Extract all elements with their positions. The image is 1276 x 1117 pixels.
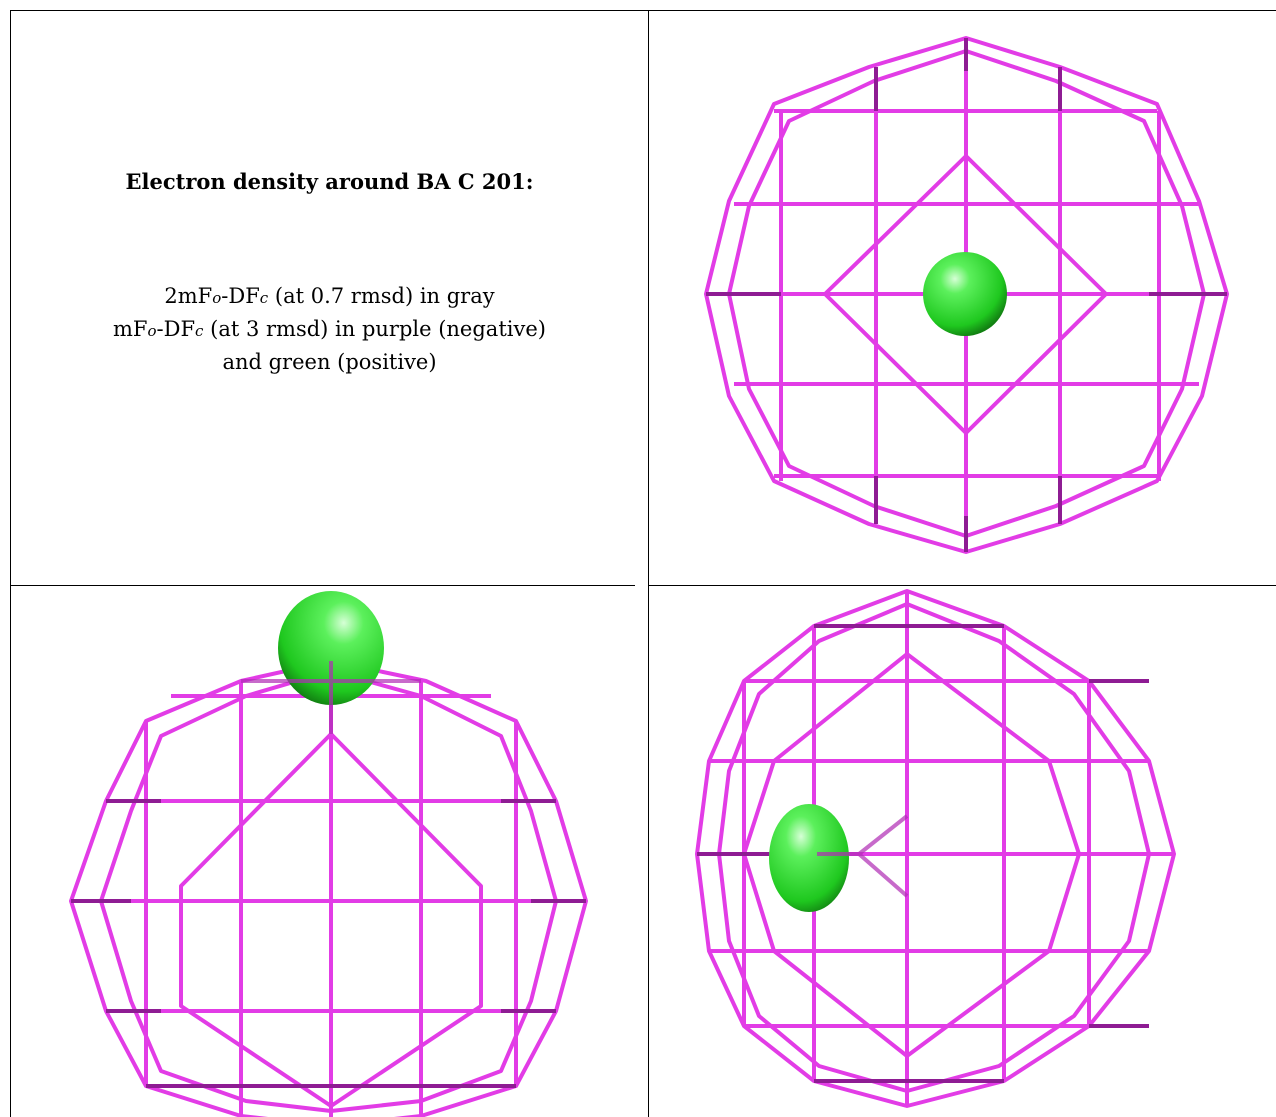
caption-line-3: and green (positive) bbox=[222, 350, 437, 374]
atom-sphere-front bbox=[769, 804, 849, 912]
caption-description: 2mFo-DFc (at 0.7 rmsd) in gray mFo-DFc (… bbox=[11, 281, 648, 378]
table-divider-horizontal-right bbox=[649, 585, 1276, 586]
caption-line-1: 2mFo-DFc (at 0.7 rmsd) in gray bbox=[164, 284, 495, 308]
atom-sphere-top bbox=[923, 252, 1007, 336]
density-view-top bbox=[649, 11, 1276, 585]
caption-line-2: mFo-DFc (at 3 rmsd) in purple (negative) bbox=[113, 317, 546, 341]
density-view-side bbox=[11, 586, 648, 1117]
density-mesh-side bbox=[69, 591, 588, 1117]
density-mesh-front bbox=[695, 589, 1176, 1108]
density-mesh-top bbox=[704, 36, 1229, 554]
table-border-left bbox=[10, 10, 11, 1117]
caption-heading: Electron density around BA C 201: bbox=[125, 169, 534, 194]
density-view-front bbox=[649, 586, 1276, 1117]
table-divider-vertical bbox=[648, 10, 649, 1117]
table-border-top bbox=[10, 10, 1276, 11]
figure-table: Electron density around BA C 201: 2mFo-D… bbox=[10, 10, 1276, 1117]
atom-sphere-side bbox=[278, 591, 384, 705]
table-divider-horizontal-left bbox=[10, 585, 635, 586]
caption-cell: Electron density around BA C 201: 2mFo-D… bbox=[11, 11, 648, 585]
